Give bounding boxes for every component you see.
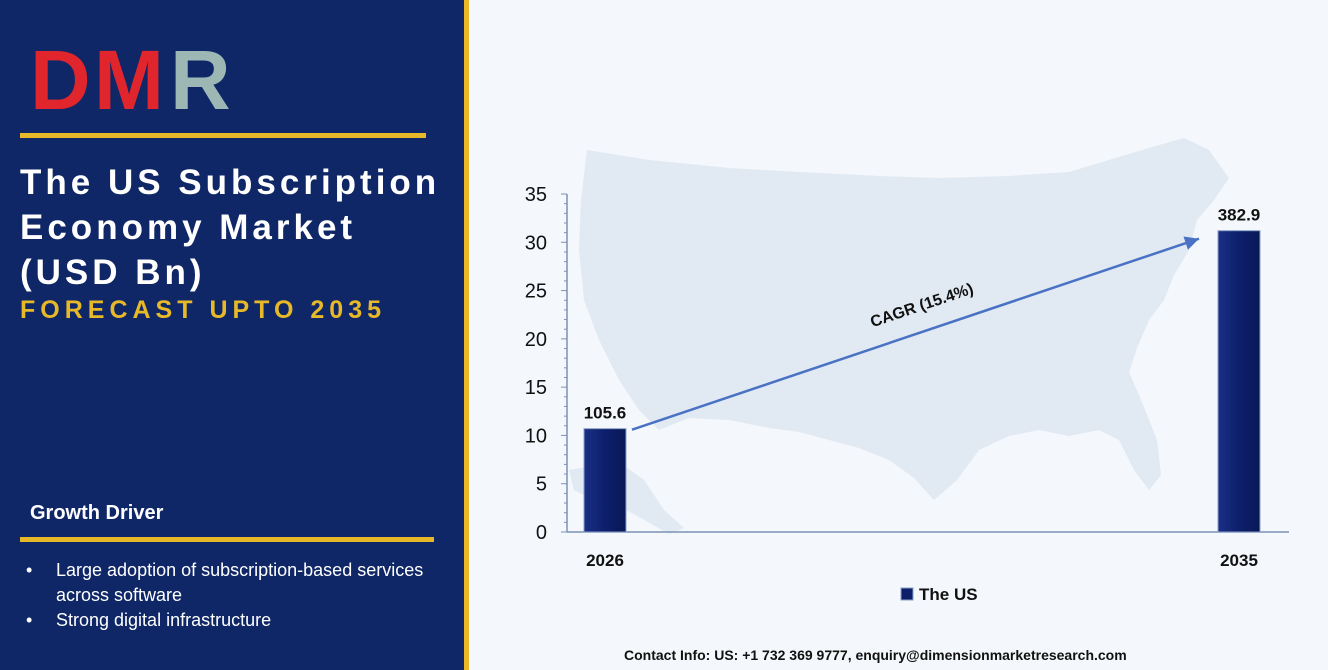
list-item: • Strong digital infrastructure <box>26 608 446 633</box>
bullet-icon: • <box>26 610 33 630</box>
y-tick-label: 30 <box>525 232 547 254</box>
title-divider <box>20 133 426 138</box>
list-item: • Large adoption of subscription-based s… <box>26 558 446 608</box>
left-panel: D M R The US Subscription Economy Market… <box>0 0 464 670</box>
data-label: 105.6 <box>584 404 627 423</box>
bar <box>583 428 627 533</box>
title-line-1: The US Subscription <box>20 163 441 202</box>
page-title: The US Subscription Economy Market (USD … <box>20 160 460 295</box>
y-tick-label: 10 <box>525 425 547 447</box>
y-tick-label: 15 <box>525 377 547 399</box>
x-tick-label: 2035 <box>1220 551 1258 570</box>
us-map-watermark <box>579 138 1229 500</box>
list-item-text: Large adoption of subscription-based ser… <box>56 560 424 605</box>
panel-divider <box>464 0 469 670</box>
bar <box>1217 230 1261 533</box>
y-tick-label: 25 <box>525 281 547 303</box>
cagr-arrow-line <box>631 237 1200 431</box>
y-tick-label: 5 <box>536 474 547 496</box>
y-tick-label: 35 <box>525 184 547 206</box>
legend-label: The US <box>919 585 978 604</box>
bullet-icon: • <box>26 560 33 580</box>
y-tick-label: 20 <box>525 329 547 351</box>
contact-info: Contact Info: US: +1 732 369 9777, enqui… <box>624 647 1127 663</box>
y-tick-label: 0 <box>536 522 547 544</box>
data-label: 382.9 <box>1218 206 1261 225</box>
cagr-arrow-head <box>1183 236 1199 250</box>
logo-letter-r: R <box>170 33 231 127</box>
x-tick-label: 2026 <box>586 551 624 570</box>
growth-divider <box>20 537 434 542</box>
legend-swatch <box>900 587 914 601</box>
logo-letter-m: M <box>94 33 164 127</box>
dmr-logo: D M R <box>30 33 240 127</box>
chart-panel: 0 5 10 15 20 25 30 35 105.6 2026 382.9 2035 CAGR (15… <box>469 0 1328 670</box>
title-line-3: (USD Bn) <box>20 253 206 292</box>
logo-letter-d: D <box>30 33 91 127</box>
growth-driver-heading: Growth Driver <box>30 502 164 524</box>
forecast-subtitle: FORECAST UPTO 2035 <box>20 296 387 324</box>
list-item-text: Strong digital infrastructure <box>56 610 272 630</box>
growth-driver-list: • Large adoption of subscription-based s… <box>26 558 446 633</box>
title-line-2: Economy Market <box>20 208 357 247</box>
